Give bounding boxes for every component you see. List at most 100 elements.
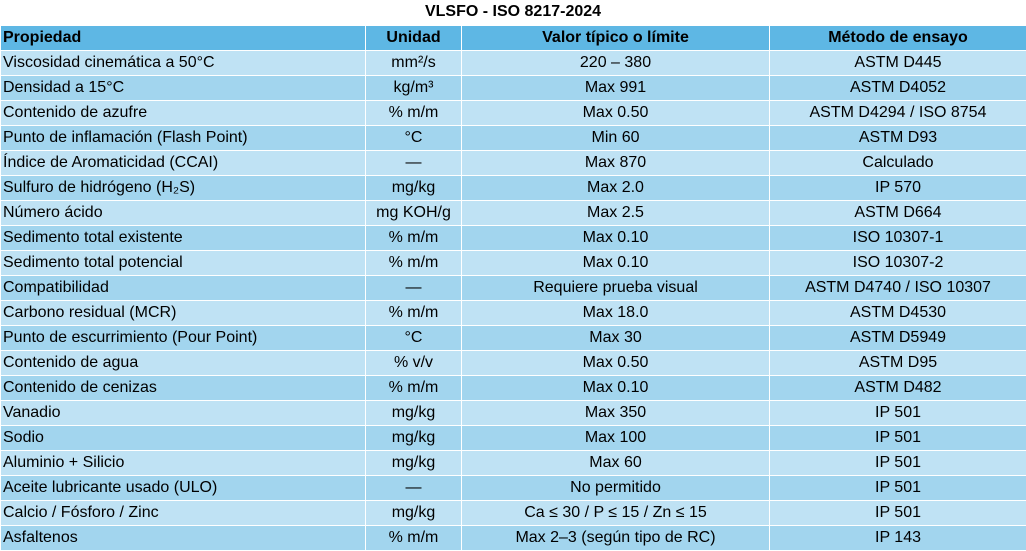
cell-metodo: IP 570: [770, 176, 1026, 201]
cell-metodo: ASTM D5949: [770, 326, 1026, 351]
cell-metodo: ISO 10307-2: [770, 251, 1026, 276]
cell-unidad: kg/m³: [366, 76, 462, 101]
cell-propiedad: Carbono residual (MCR): [1, 301, 366, 326]
cell-valor: Max 0.50: [462, 101, 770, 126]
cell-propiedad: Asfaltenos: [1, 526, 366, 551]
cell-unidad: °C: [366, 126, 462, 151]
cell-unidad: % m/m: [366, 101, 462, 126]
cell-valor: Max 18.0: [462, 301, 770, 326]
cell-metodo: IP 501: [770, 401, 1026, 426]
header-valor: Valor típico o límite: [462, 26, 770, 51]
cell-valor: Max 870: [462, 151, 770, 176]
cell-propiedad: Vanadio: [1, 401, 366, 426]
cell-valor: Requiere prueba visual: [462, 276, 770, 301]
cell-valor: Ca ≤ 30 / P ≤ 15 / Zn ≤ 15: [462, 501, 770, 526]
cell-valor: Max 0.10: [462, 376, 770, 401]
cell-propiedad: Sedimento total potencial: [1, 251, 366, 276]
cell-propiedad: Aluminio + Silicio: [1, 451, 366, 476]
cell-propiedad: Sedimento total existente: [1, 226, 366, 251]
table-title: VLSFO - ISO 8217-2024: [0, 0, 1026, 25]
cell-metodo: ASTM D445: [770, 51, 1026, 76]
cell-valor: Max 2.0: [462, 176, 770, 201]
cell-unidad: mg/kg: [366, 401, 462, 426]
cell-valor: Max 0.10: [462, 251, 770, 276]
cell-unidad: °C: [366, 326, 462, 351]
cell-unidad: mg/kg: [366, 176, 462, 201]
cell-valor: Max 0.10: [462, 226, 770, 251]
cell-propiedad: Sodio: [1, 426, 366, 451]
cell-valor: Max 100: [462, 426, 770, 451]
cell-metodo: ASTM D4052: [770, 76, 1026, 101]
cell-metodo: IP 501: [770, 476, 1026, 501]
header-row: Propiedad Unidad Valor típico o límite M…: [1, 26, 1026, 51]
cell-metodo: ASTM D482: [770, 376, 1026, 401]
cell-valor: Max 30: [462, 326, 770, 351]
cell-unidad: mg/kg: [366, 426, 462, 451]
spec-table: Propiedad Unidad Valor típico o límite M…: [0, 25, 1026, 551]
cell-metodo: ISO 10307-1: [770, 226, 1026, 251]
cell-unidad: mm²/s: [366, 51, 462, 76]
cell-metodo: IP 501: [770, 501, 1026, 526]
header-unidad: Unidad: [366, 26, 462, 51]
cell-metodo: ASTM D4530: [770, 301, 1026, 326]
cell-propiedad: Viscosidad cinemática a 50°C: [1, 51, 366, 76]
cell-propiedad: Punto de escurrimiento (Pour Point): [1, 326, 366, 351]
cell-metodo: IP 501: [770, 426, 1026, 451]
cell-propiedad: Calcio / Fósforo / Zinc: [1, 501, 366, 526]
cell-metodo: ASTM D4740 / ISO 10307: [770, 276, 1026, 301]
cell-unidad: % v/v: [366, 351, 462, 376]
cell-unidad: mg/kg: [366, 451, 462, 476]
cell-propiedad: Índice de Aromaticidad (CCAI): [1, 151, 366, 176]
cell-valor: Max 0.50: [462, 351, 770, 376]
cell-propiedad: Aceite lubricante usado (ULO): [1, 476, 366, 501]
cell-valor: Max 350: [462, 401, 770, 426]
cell-metodo: Calculado: [770, 151, 1026, 176]
cell-valor: Max 991: [462, 76, 770, 101]
cell-propiedad: Contenido de agua: [1, 351, 366, 376]
cell-metodo: ASTM D93: [770, 126, 1026, 151]
cell-unidad: —: [366, 151, 462, 176]
cell-unidad: % m/m: [366, 376, 462, 401]
cell-metodo: ASTM D95: [770, 351, 1026, 376]
cell-unidad: —: [366, 276, 462, 301]
cell-unidad: % m/m: [366, 526, 462, 551]
cell-metodo: ASTM D4294 / ISO 8754: [770, 101, 1026, 126]
cell-propiedad: Sulfuro de hidrógeno (H₂S): [1, 176, 366, 201]
cell-metodo: IP 143: [770, 526, 1026, 551]
cell-unidad: % m/m: [366, 226, 462, 251]
cell-valor: Min 60: [462, 126, 770, 151]
cell-unidad: % m/m: [366, 301, 462, 326]
cell-unidad: mg KOH/g: [366, 201, 462, 226]
cell-metodo: IP 501: [770, 451, 1026, 476]
cell-valor: No permitido: [462, 476, 770, 501]
header-metodo: Método de ensayo: [770, 26, 1026, 51]
cell-unidad: % m/m: [366, 251, 462, 276]
cell-valor: Max 60: [462, 451, 770, 476]
cell-propiedad: Densidad a 15°C: [1, 76, 366, 101]
cell-propiedad: Contenido de cenizas: [1, 376, 366, 401]
cell-unidad: —: [366, 476, 462, 501]
cell-valor: Max 2–3 (según tipo de RC): [462, 526, 770, 551]
cell-propiedad: Compatibilidad: [1, 276, 366, 301]
table-row: Aceite lubricante usado (ULO)—No permiti…: [1, 476, 1026, 501]
cell-valor: 220 – 380: [462, 51, 770, 76]
